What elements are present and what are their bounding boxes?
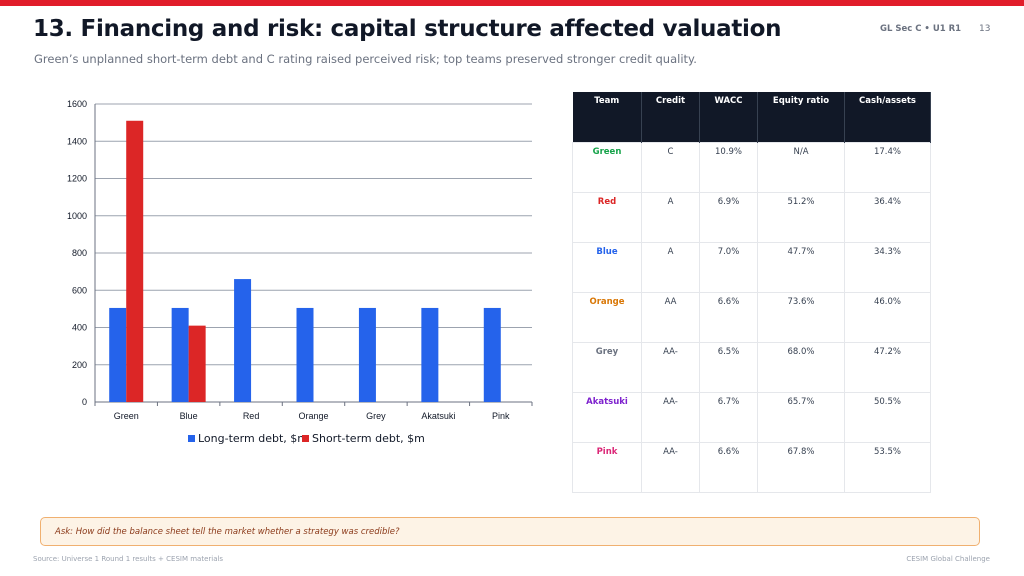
table-row: Grey AA- 6.5% 68.0% 47.2% xyxy=(572,342,931,393)
page-number: 13 xyxy=(979,24,991,34)
equity-ratio-cell: 67.8% xyxy=(757,442,845,493)
wacc-cell: 6.7% xyxy=(699,392,758,443)
y-tick-label: 1000 xyxy=(67,211,87,221)
top-accent-bar xyxy=(0,0,1024,6)
legend-label: Long-term debt, $m xyxy=(198,432,308,445)
y-tick-label: 1200 xyxy=(67,174,87,184)
table-row: Green C 10.9% N/A 17.4% xyxy=(572,142,931,193)
credit-cell: AA- xyxy=(641,342,700,393)
team-name-cell: Grey xyxy=(572,342,642,393)
table-row: Pink AA- 6.6% 67.8% 53.5% xyxy=(572,442,931,493)
wacc-cell: 6.5% xyxy=(699,342,758,393)
wacc-cell: 6.9% xyxy=(699,192,758,243)
bar-long-term-pink xyxy=(483,307,501,402)
cash-assets-cell: 53.5% xyxy=(844,442,931,493)
team-name-cell: Blue xyxy=(572,242,642,293)
legend-swatch xyxy=(302,435,309,442)
table-row: Akatsuki AA- 6.7% 65.7% 50.5% xyxy=(572,392,931,443)
column-header-equity-ratio: Equity ratio xyxy=(757,92,845,143)
y-tick-label: 600 xyxy=(72,285,87,295)
footer-brand: CESIM Global Challenge xyxy=(906,555,990,563)
table-header-row: Team Credit WACC Equity ratio Cash/asset… xyxy=(572,92,931,143)
credit-cell: A xyxy=(641,242,700,293)
equity-ratio-cell: 73.6% xyxy=(757,292,845,343)
equity-ratio-cell: 68.0% xyxy=(757,342,845,393)
column-header-team: Team xyxy=(572,92,642,143)
bar-short-term-green xyxy=(126,120,144,402)
cash-assets-cell: 17.4% xyxy=(844,142,931,193)
cash-assets-cell: 46.0% xyxy=(844,292,931,343)
cash-assets-cell: 36.4% xyxy=(844,192,931,243)
x-tick-label: Blue xyxy=(180,411,198,421)
y-tick-label: 1400 xyxy=(67,136,87,146)
wacc-cell: 6.6% xyxy=(699,292,758,343)
team-name-cell: Akatsuki xyxy=(572,392,642,443)
x-tick-label: Grey xyxy=(366,411,386,421)
column-header-cash-assets: Cash/assets xyxy=(844,92,931,143)
discussion-prompt: Ask: How did the balance sheet tell the … xyxy=(55,527,400,537)
cash-assets-cell: 47.2% xyxy=(844,342,931,393)
discussion-prompt-box: Ask: How did the balance sheet tell the … xyxy=(40,517,980,546)
table-row: Orange AA 6.6% 73.6% 46.0% xyxy=(572,292,931,343)
bar-long-term-red xyxy=(234,279,252,402)
table-body: Green C 10.9% N/A 17.4% Red A 6.9% 51.2% 36.4% Blu… xyxy=(572,142,931,493)
x-tick-label: Pink xyxy=(492,411,510,421)
y-tick-label: 0 xyxy=(82,397,87,407)
x-tick-label: Akatsuki xyxy=(421,411,455,421)
y-tick-label: 1600 xyxy=(67,99,87,109)
cash-assets-cell: 34.3% xyxy=(844,242,931,293)
table-row: Red A 6.9% 51.2% 36.4% xyxy=(572,192,931,243)
bar-long-term-green xyxy=(109,307,127,402)
team-name-cell: Orange xyxy=(572,292,642,343)
y-tick-label: 400 xyxy=(72,323,87,333)
section-label: GL Sec C • U1 R1 xyxy=(880,24,962,34)
x-tick-label: Red xyxy=(243,411,260,421)
equity-ratio-cell: 65.7% xyxy=(757,392,845,443)
credit-cell: AA xyxy=(641,292,700,343)
x-tick-label: Green xyxy=(114,411,139,421)
wacc-cell: 6.6% xyxy=(699,442,758,493)
team-name-cell: Green xyxy=(572,142,642,193)
credit-cell: C xyxy=(641,142,700,193)
credit-cell: AA- xyxy=(641,392,700,443)
legend-label: Short-term debt, $m xyxy=(312,432,425,445)
bar-long-term-grey xyxy=(358,307,376,402)
legend-swatch xyxy=(188,435,195,442)
y-tick-label: 800 xyxy=(72,248,87,258)
credit-cell: AA- xyxy=(641,442,700,493)
column-header-wacc: WACC xyxy=(699,92,758,143)
wacc-cell: 10.9% xyxy=(699,142,758,193)
bar-long-term-orange xyxy=(296,307,314,402)
bar-long-term-akatsuki xyxy=(421,307,439,402)
cash-assets-cell: 50.5% xyxy=(844,392,931,443)
team-name-cell: Red xyxy=(572,192,642,243)
equity-ratio-cell: N/A xyxy=(757,142,845,193)
page-title: 13. Financing and risk: capital structur… xyxy=(33,16,782,42)
x-tick-label: Orange xyxy=(298,411,328,421)
credit-cell: A xyxy=(641,192,700,243)
bar-long-term-blue xyxy=(171,307,189,402)
bar-short-term-blue xyxy=(188,325,206,402)
equity-ratio-cell: 51.2% xyxy=(757,192,845,243)
source-note: Source: Universe 1 Round 1 results + CES… xyxy=(33,555,224,563)
table-row: Blue A 7.0% 47.7% 34.3% xyxy=(572,242,931,293)
team-name-cell: Pink xyxy=(572,442,642,493)
column-header-credit: Credit xyxy=(641,92,700,143)
credit-table: Team Credit WACC Equity ratio Cash/asset… xyxy=(572,92,931,493)
debt-bar-chart: 0 200 400 600 800 1000 1200 1400 1600 Green Blue Re… xyxy=(67,99,533,445)
equity-ratio-cell: 47.7% xyxy=(757,242,845,293)
y-tick-label: 200 xyxy=(72,360,87,370)
wacc-cell: 7.0% xyxy=(699,242,758,293)
page-subtitle: Green’s unplanned short-term debt and C … xyxy=(34,52,697,66)
